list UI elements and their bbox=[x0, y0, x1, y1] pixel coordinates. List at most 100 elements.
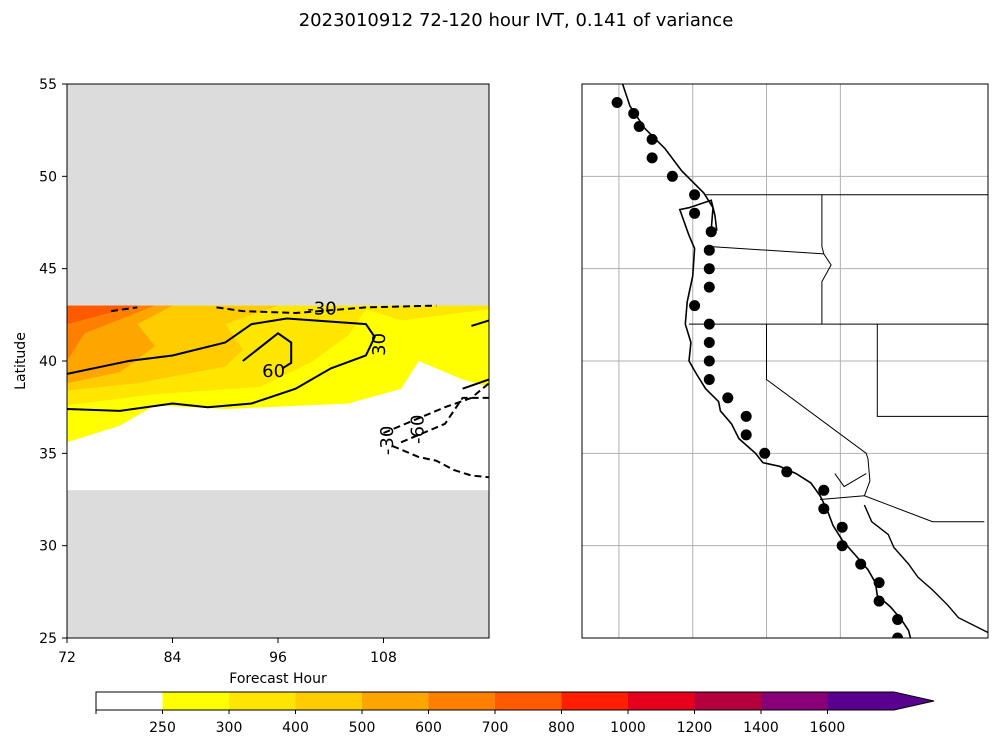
map-point bbox=[818, 503, 830, 515]
map-point bbox=[740, 410, 752, 422]
map-point bbox=[740, 429, 752, 441]
political-border bbox=[834, 473, 867, 488]
map-point bbox=[818, 484, 830, 496]
gulf-coastline bbox=[863, 504, 988, 634]
colorbar-tick-label: 400 bbox=[282, 720, 309, 736]
map-point bbox=[855, 558, 867, 570]
political-border bbox=[876, 324, 988, 417]
map-point bbox=[873, 595, 885, 607]
ivt-fill-band-600 bbox=[67, 305, 155, 361]
negative-contour-line bbox=[383, 382, 489, 434]
negative-contour-line bbox=[216, 304, 437, 315]
contour-label: -60 bbox=[408, 415, 429, 444]
colorbar-tick-label: 700 bbox=[482, 720, 509, 736]
x-tick-label: 72 bbox=[58, 650, 76, 666]
colorbar-tick-label: 1200 bbox=[677, 720, 713, 736]
map-point bbox=[703, 355, 715, 367]
colorbar-outline bbox=[95, 691, 935, 711]
map-point bbox=[646, 133, 658, 145]
map-point bbox=[892, 632, 904, 638]
map-point bbox=[611, 97, 623, 108]
x-tick-label: 84 bbox=[164, 650, 182, 666]
political-border bbox=[709, 246, 824, 255]
colorbar-segment bbox=[694, 692, 762, 710]
contour-panel: -30 30 60 -30 -60 72 84 96 108 25 30 35 40 45 50 55 F… bbox=[13, 77, 490, 687]
y-axis-label: Latitude bbox=[13, 332, 29, 390]
map-point bbox=[703, 244, 715, 256]
contour-labels: -30 30 60 -30 -60 bbox=[262, 298, 429, 455]
colorbar-tick-label: 500 bbox=[349, 720, 376, 736]
colorbar-segment bbox=[96, 692, 164, 710]
y-tick-label: 40 bbox=[39, 354, 57, 370]
ivt-fill-band-700 bbox=[67, 305, 138, 325]
y-tick-label: 50 bbox=[39, 169, 57, 185]
colorbar-tick-label: 800 bbox=[548, 720, 575, 736]
map-point bbox=[703, 318, 715, 330]
negative-contour-line bbox=[110, 306, 138, 313]
positive-contour-line bbox=[462, 378, 489, 390]
colorbar-segment bbox=[761, 692, 829, 710]
map-point bbox=[703, 281, 715, 293]
map-point bbox=[646, 152, 658, 164]
map-frame bbox=[581, 83, 989, 639]
negative-contour-line bbox=[391, 444, 489, 479]
map-panel bbox=[581, 83, 989, 639]
map-point bbox=[666, 170, 678, 182]
map-point bbox=[689, 300, 701, 312]
y-tick-label: 55 bbox=[39, 77, 57, 93]
map-point bbox=[703, 263, 715, 275]
colorbar-tick-label: 600 bbox=[415, 720, 442, 736]
y-tick-label: 30 bbox=[39, 539, 57, 555]
colorbar-segment bbox=[229, 692, 297, 710]
colorbar-tick-label: 1600 bbox=[810, 720, 846, 736]
y-tick-label: 45 bbox=[39, 262, 57, 278]
x-tick-label: 108 bbox=[370, 650, 397, 666]
positive-contour-line bbox=[242, 332, 293, 370]
political-border bbox=[821, 194, 832, 325]
map-point bbox=[759, 447, 771, 459]
x-tick-label: 96 bbox=[269, 650, 287, 666]
colorbar-segment bbox=[827, 692, 895, 710]
map-point bbox=[703, 337, 715, 348]
colorbar-tick-label: 300 bbox=[216, 720, 243, 736]
colorbar-tick-label: 1000 bbox=[610, 720, 646, 736]
y-tick-label: 25 bbox=[39, 631, 57, 647]
map-point bbox=[689, 189, 701, 201]
map-point bbox=[703, 374, 715, 385]
colorbar-tick-label: 250 bbox=[149, 720, 176, 736]
y-axis-ticks: 25 30 35 40 45 50 55 bbox=[39, 77, 67, 647]
positive-contour-line bbox=[67, 317, 376, 412]
contour-lines bbox=[67, 304, 489, 479]
colorbar-tick-label: 1400 bbox=[743, 720, 779, 736]
map-point bbox=[781, 466, 793, 478]
map-point bbox=[836, 521, 848, 533]
map-points bbox=[611, 97, 904, 638]
colorbar-segment bbox=[428, 692, 496, 710]
contour-label: 30 bbox=[369, 333, 390, 356]
map-point bbox=[628, 108, 640, 119]
negative-contour-line bbox=[400, 396, 489, 444]
map-point bbox=[873, 577, 885, 589]
colorbar-segment bbox=[561, 692, 629, 710]
filled-contours bbox=[67, 305, 489, 491]
colorbar-segment bbox=[162, 692, 230, 710]
political-border bbox=[766, 324, 871, 496]
political-border bbox=[820, 495, 985, 523]
x-axis-ticks: 72 84 96 108 bbox=[58, 638, 397, 666]
colorbar-segment bbox=[628, 692, 696, 710]
x-axis-label: Forecast Hour bbox=[229, 671, 327, 687]
colorbar-segment bbox=[295, 692, 363, 710]
contour-label: -30 bbox=[307, 298, 336, 319]
map-point bbox=[633, 121, 645, 132]
map-point bbox=[836, 540, 848, 552]
colorbar-segment bbox=[362, 692, 430, 710]
colorbar-segment bbox=[495, 692, 563, 710]
map-point bbox=[689, 207, 701, 219]
map-gridlines bbox=[582, 84, 988, 638]
contour-label: -30 bbox=[377, 426, 398, 455]
figure-title: 2023010912 72-120 hour IVT, 0.141 of var… bbox=[299, 10, 734, 31]
map-point bbox=[892, 614, 904, 625]
colorbar-extend-arrow bbox=[894, 692, 934, 710]
contour-label: 60 bbox=[262, 361, 285, 382]
